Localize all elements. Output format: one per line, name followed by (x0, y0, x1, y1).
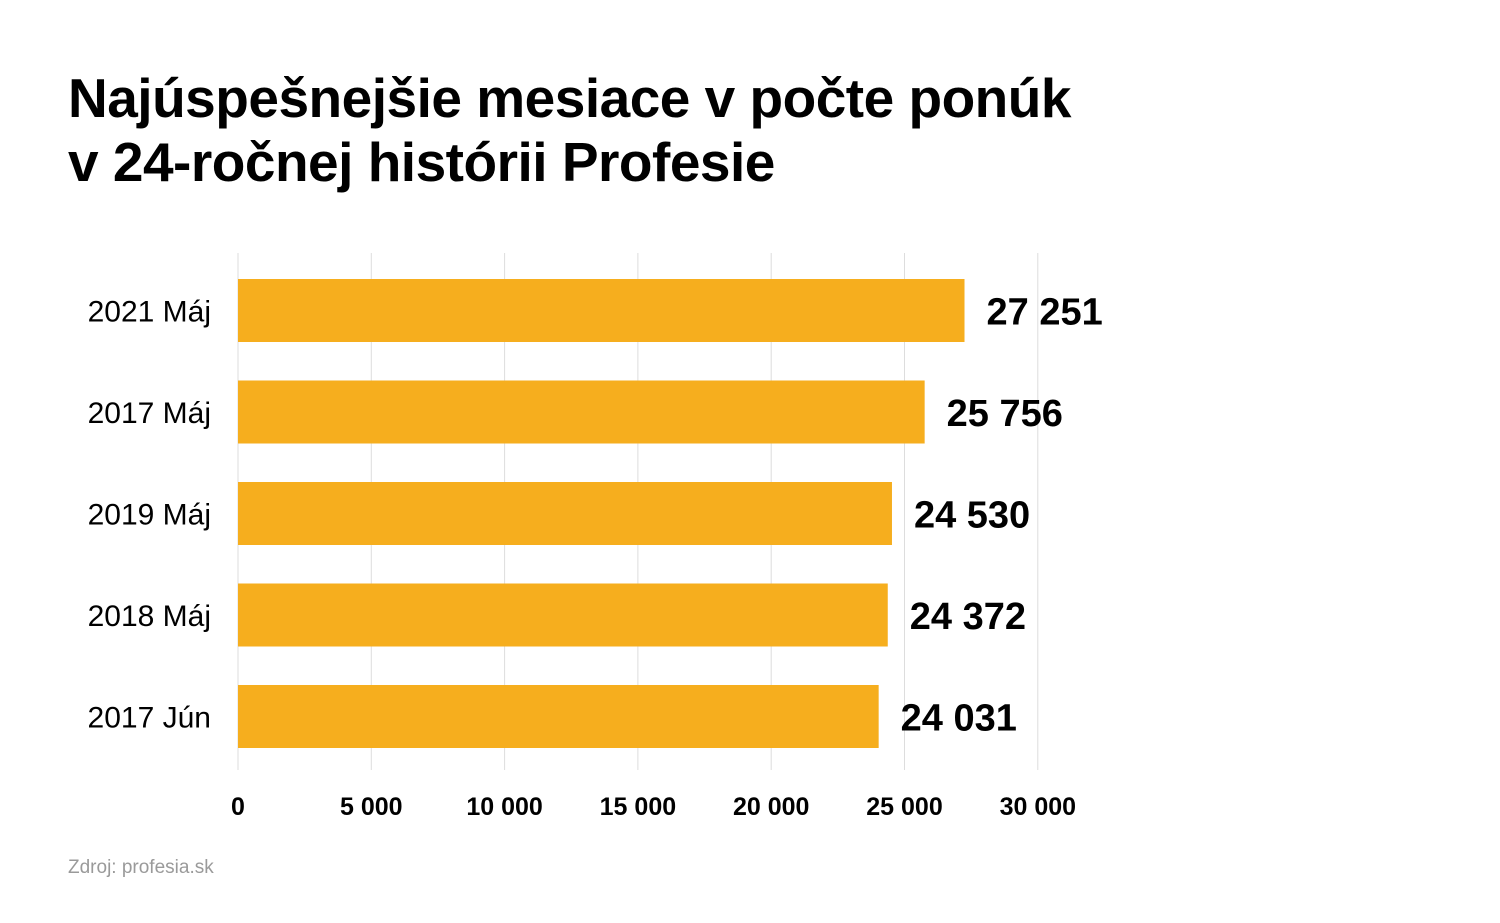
bar-4 (238, 583, 888, 647)
bar-3 (238, 482, 892, 545)
x-tick-label: 5 000 (340, 793, 403, 821)
bar-1 (238, 279, 965, 342)
source-note: Zdroj: profesia.sk (68, 857, 214, 878)
x-tick-label: 30 000 (1000, 793, 1076, 821)
category-label: 2018 Máj (88, 600, 211, 633)
category-label: 2017 Máj (88, 397, 211, 430)
chart-title: Najúspešnejšie mesiace v počte ponúk v 2… (68, 66, 1368, 194)
bar-5 (238, 685, 879, 748)
value-label: 27 251 (987, 292, 1103, 334)
x-tick-label: 25 000 (866, 793, 942, 821)
category-label: 2021 Máj (88, 296, 211, 329)
value-label: 24 031 (901, 698, 1017, 740)
chart-title-line-1: Najúspešnejšie mesiace v počte ponúk (68, 67, 1071, 129)
bar-2 (238, 380, 925, 444)
x-tick-label: 20 000 (733, 793, 809, 821)
value-label: 24 372 (910, 596, 1026, 638)
value-label: 25 756 (947, 393, 1063, 435)
x-tick-label: 10 000 (466, 793, 542, 821)
value-label: 24 530 (914, 495, 1030, 537)
category-label: 2019 Máj (88, 499, 211, 532)
chart-title-line-2: v 24-ročnej histórii Profesie (68, 131, 775, 193)
x-tick-label: 15 000 (600, 793, 676, 821)
x-tick-label: 0 (231, 793, 245, 821)
category-label: 2017 Jún (88, 702, 211, 735)
